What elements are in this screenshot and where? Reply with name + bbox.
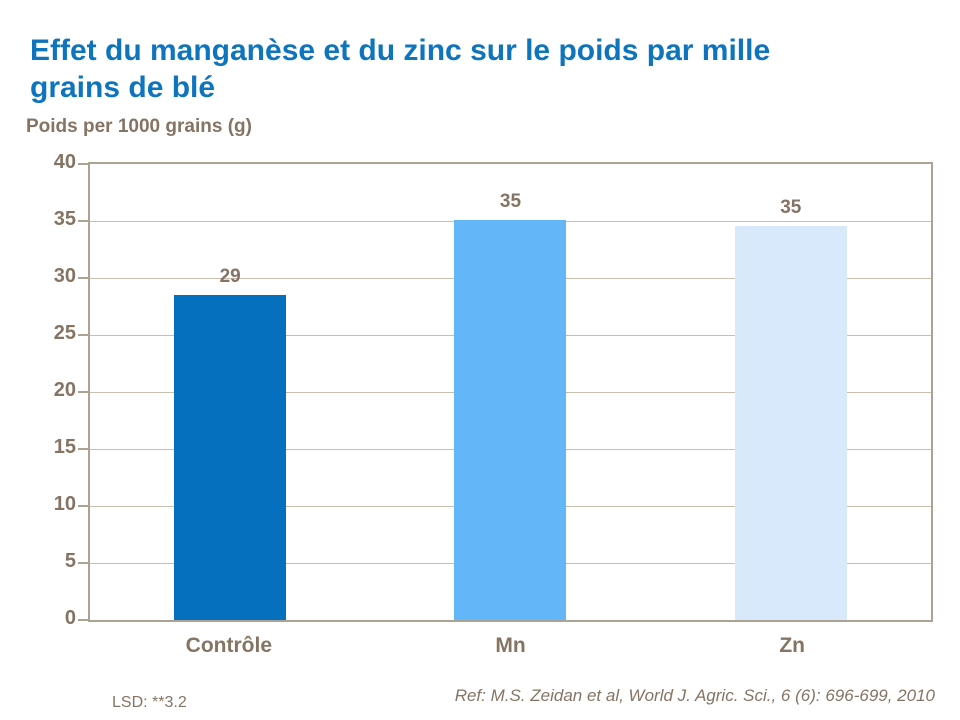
bar-column: 29 [90, 164, 370, 620]
chart-title: Effet du manganèse et du zinc sur le poi… [30, 32, 930, 106]
y-tick-label: 5 [64, 550, 76, 572]
category-label: Contrôle [185, 634, 272, 657]
y-tick-label: 10 [53, 493, 76, 515]
y-axis-tick [78, 220, 88, 222]
y-axis-tick [78, 562, 88, 564]
y-tick-label: 30 [53, 265, 76, 287]
chart-title-line-2: grains de blé [30, 71, 216, 105]
category-label: Mn [495, 634, 526, 657]
y-axis-title: Poids per 1000 grains (g) [26, 116, 252, 137]
reference-citation: Ref: M.S. Zeidan et al, World J. Agric. … [454, 686, 935, 705]
y-tick-label: 20 [53, 379, 76, 401]
bar-value-label: 35 [499, 190, 522, 212]
y-tick-label: 15 [53, 436, 76, 458]
chart-title-line-1: Effet du manganèse et du zinc sur le poi… [30, 34, 771, 68]
y-axis-tick [78, 391, 88, 393]
y-tick-label: 0 [64, 607, 76, 629]
y-axis-tick [78, 163, 88, 165]
x-axis-labels: Contrôle Mn Zn [88, 634, 933, 658]
y-tick-label: 35 [53, 208, 76, 230]
bar-zn [734, 225, 847, 620]
bar-column: 35 [370, 164, 650, 620]
y-axis-tick [78, 505, 88, 507]
lsd-footnote: LSD: **3.2 [112, 694, 187, 711]
y-axis-tick [78, 277, 88, 279]
bar-series: 29 35 35 [90, 164, 931, 620]
category-label: Zn [779, 634, 805, 657]
y-axis-tick [78, 619, 88, 621]
bar-column: 35 [651, 164, 931, 620]
bar-contrôle [174, 295, 287, 620]
y-tick-label: 40 [53, 151, 76, 173]
bar-value-label: 29 [219, 266, 241, 288]
y-axis-tick [78, 448, 88, 450]
bar-mn [454, 219, 567, 620]
y-axis-labels: 40 35 30 25 20 15 10 5 0 [0, 151, 76, 629]
y-axis-tick [78, 334, 88, 336]
bar-value-label: 35 [780, 196, 802, 218]
y-tick-label: 25 [53, 322, 76, 344]
